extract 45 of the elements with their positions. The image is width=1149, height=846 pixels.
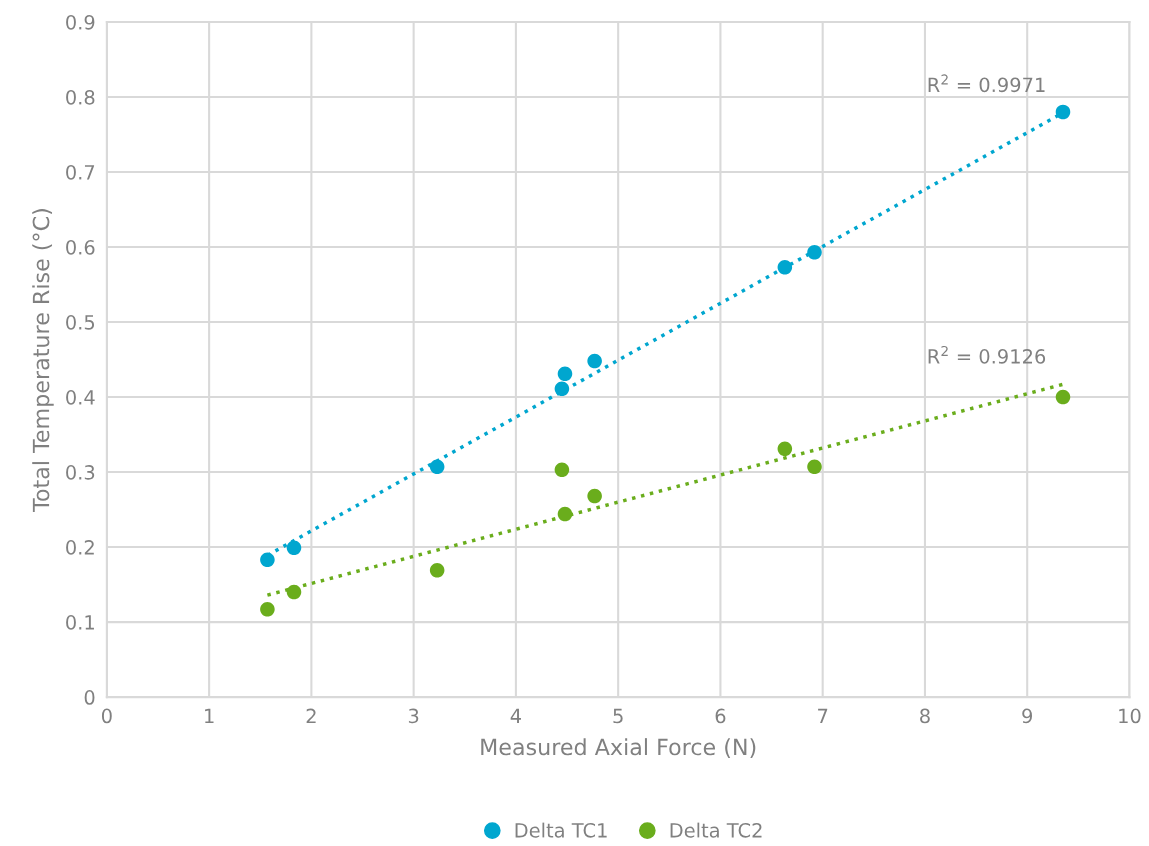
x-tick-label: 9 — [1022, 708, 1033, 724]
point — [1055, 389, 1071, 405]
point — [807, 245, 822, 260]
legend-label: Delta TC1 — [515, 822, 607, 838]
point — [587, 353, 602, 369]
x-tick-label: 1 — [205, 708, 214, 723]
x-tick-label: 4 — [510, 708, 521, 723]
y-tick-label: 0.5 — [66, 315, 95, 330]
x-tick-label: 0 — [101, 708, 112, 724]
x-tick-label: 8 — [920, 708, 930, 724]
point — [554, 462, 570, 478]
point — [557, 366, 573, 382]
point — [1055, 104, 1071, 120]
point — [777, 260, 793, 275]
x-tick-label: 5 — [613, 708, 623, 724]
y-axis-title: Total Temperature Rise (°C) — [32, 209, 54, 512]
point — [260, 552, 275, 568]
x-tick-label: 7 — [818, 708, 828, 723]
x-axis-title: Measured Axial Force (N) — [481, 738, 756, 758]
point — [587, 488, 602, 504]
x-tick-label: 10 — [1119, 708, 1141, 724]
y-tick-label: 0.2 — [66, 540, 94, 555]
point — [286, 584, 302, 600]
point — [557, 506, 573, 522]
legend-label: Delta TC2 — [670, 822, 762, 838]
y-tick-label: 0.9 — [66, 14, 95, 30]
x-tick-label: 3 — [408, 708, 419, 724]
point — [429, 563, 445, 578]
y-tick-label: 0.4 — [66, 390, 95, 405]
point — [260, 602, 275, 617]
x-tick-label: 6 — [715, 708, 726, 724]
y-tick-label: 0.6 — [66, 239, 95, 255]
y-tick-label: 0.3 — [66, 465, 95, 480]
y-tick-label: 0 — [84, 690, 95, 705]
annotation: R$^{2}$ = 0.9971 — [928, 74, 1045, 93]
point — [777, 441, 793, 457]
y-tick-label: 0.8 — [66, 89, 95, 105]
point — [429, 459, 445, 475]
y-tick-label: 0.1 — [66, 615, 94, 630]
x-tick-label: 2 — [306, 708, 316, 723]
point — [554, 381, 570, 397]
point — [807, 459, 822, 475]
annotation: R$^{2}$ = 0.9126 — [928, 345, 1046, 364]
y-tick-label: 0.7 — [66, 164, 95, 180]
point — [286, 540, 302, 556]
